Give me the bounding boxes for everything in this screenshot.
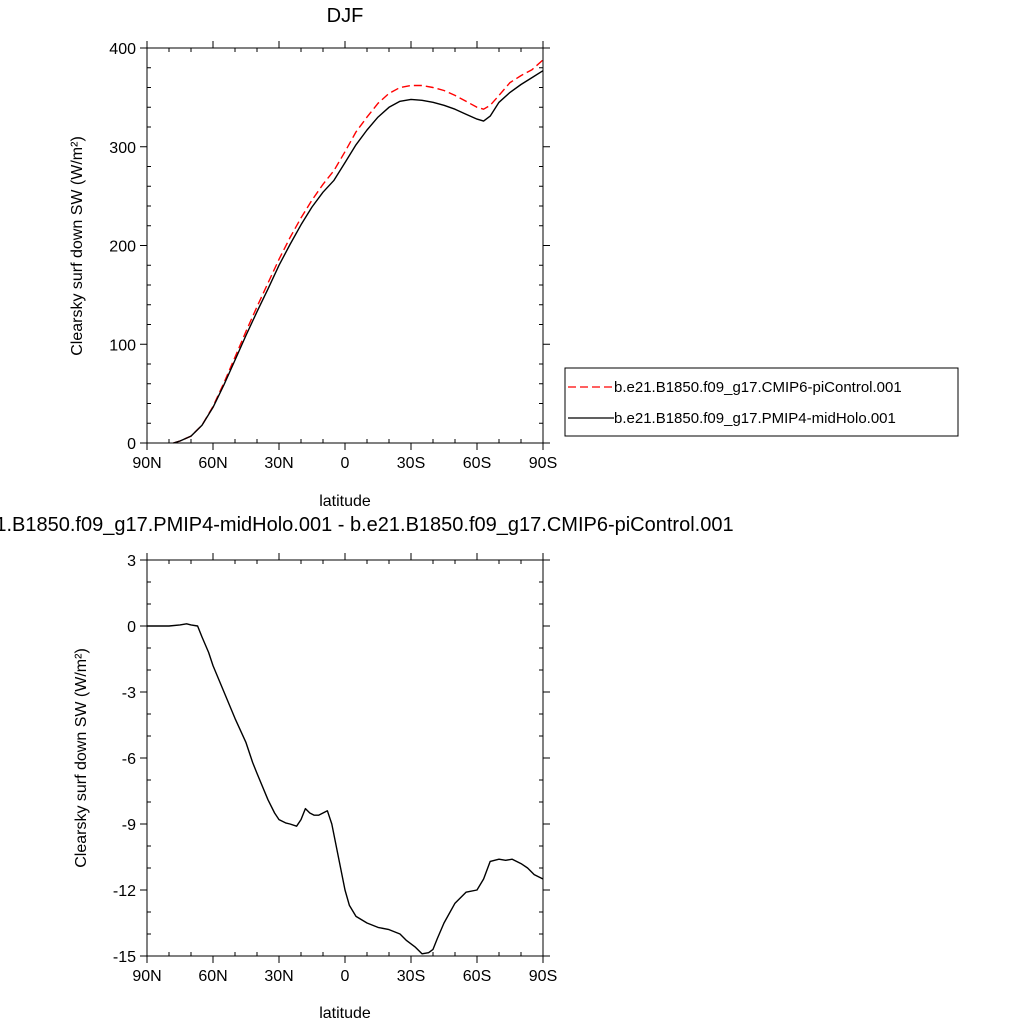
chart-bottom-x-tick-label: 60N xyxy=(198,968,227,985)
chart-top: DJF 90N 60N 30N 0 30S 60S 90S 0 100 200 300 400 lat… xyxy=(69,5,959,510)
chart-bottom-x-axis-title: latitude xyxy=(319,1005,371,1022)
chart-top-y-tick-label: 0 xyxy=(127,436,136,453)
chart-top-plot-area xyxy=(173,59,544,444)
chart-bottom-y-axis-title: Clearsky surf down SW (W/m²) xyxy=(73,648,90,868)
chart-bottom-y-tick-label: -6 xyxy=(122,751,136,768)
legend-label-midholo: b.e21.B1850.f09_g17.PMIP4-midHolo.001 xyxy=(614,410,896,427)
chart-top-x-axis-title: latitude xyxy=(319,493,371,510)
chart-top-y-tick-label: 100 xyxy=(109,337,136,354)
chart-bottom-plot-area xyxy=(147,623,544,955)
chart-top-y-tick-label: 300 xyxy=(109,140,136,157)
chart-top-x-tick-label: 90N xyxy=(132,455,161,472)
chart-bottom: b.e21.B1850.f09_g17.PMIP4-midHolo.001 - … xyxy=(0,514,734,1022)
chart-bottom-y-tick-label: 3 xyxy=(127,553,136,570)
chart-top-y-tick-label: 200 xyxy=(109,239,136,256)
chart-top-x-tick-label: 0 xyxy=(341,455,350,472)
chart-top-x-tick-label: 90S xyxy=(529,455,557,472)
chart-top-y-axis-title: Clearsky surf down SW (W/m²) xyxy=(69,136,86,356)
chart-top-x-tick-label: 30S xyxy=(397,455,425,472)
chart-bottom-series-line-0 xyxy=(147,623,544,955)
chart-bottom-ticks: 90N 60N 30N 0 30S 60S 90S 3 0 -3 -6 -9 -12 -15 xyxy=(113,553,557,985)
chart-bottom-x-tick-label: 30S xyxy=(397,968,425,985)
chart-bottom-x-tick-label: 30N xyxy=(264,968,293,985)
chart-top-series-line-1 xyxy=(173,70,544,444)
chart-bottom-title: b.e21.B1850.f09_g17.PMIP4-midHolo.001 - … xyxy=(0,514,734,536)
chart-bottom-y-tick-label: -15 xyxy=(113,949,136,966)
chart-bottom-x-tick-label: 0 xyxy=(341,968,350,985)
chart-top-x-tick-label: 60N xyxy=(198,455,227,472)
chart-bottom-y-tick-label: -12 xyxy=(113,883,136,900)
chart-top-ticks: 90N 60N 30N 0 30S 60S 90S 0 100 200 300 400 xyxy=(109,41,557,472)
legend-box xyxy=(564,367,959,437)
chart-bottom-x-tick-label: 90N xyxy=(132,968,161,985)
legend-label-picontrol: b.e21.B1850.f09_g17.CMIP6-piControl.001 xyxy=(614,379,902,396)
chart-bottom-frame xyxy=(146,559,544,957)
chart-top-x-tick-label: 60S xyxy=(463,455,491,472)
chart-bottom-y-tick-label: -3 xyxy=(122,685,136,702)
chart-top-legend: b.e21.B1850.f09_g17.CMIP6-piControl.001 … xyxy=(564,367,959,437)
chart-bottom-y-tick-label: 0 xyxy=(127,619,136,636)
chart-top-series-line-0 xyxy=(173,59,544,444)
chart-top-frame xyxy=(146,47,544,444)
chart-top-x-tick-label: 30N xyxy=(264,455,293,472)
chart-top-y-tick-label: 400 xyxy=(109,41,136,58)
chart-top-title: DJF xyxy=(327,5,364,27)
chart-bottom-x-tick-label: 90S xyxy=(529,968,557,985)
chart-bottom-x-tick-label: 60S xyxy=(463,968,491,985)
chart-bottom-y-tick-label: -9 xyxy=(122,817,136,834)
